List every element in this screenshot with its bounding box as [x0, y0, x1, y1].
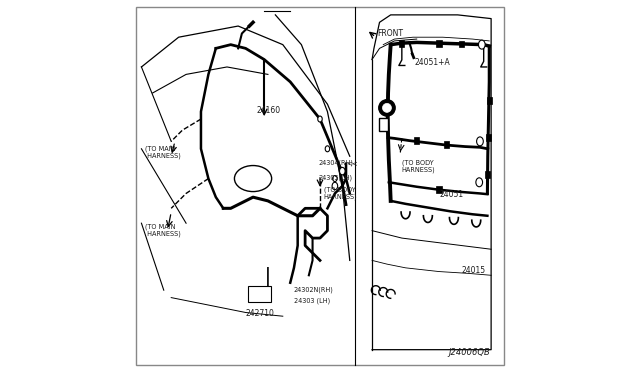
- FancyBboxPatch shape: [248, 286, 271, 302]
- Text: 24304(RH): 24304(RH): [318, 160, 353, 166]
- Bar: [459, 41, 464, 47]
- FancyBboxPatch shape: [136, 7, 504, 365]
- Bar: [414, 137, 419, 144]
- Ellipse shape: [477, 137, 483, 146]
- Text: 24160: 24160: [257, 106, 281, 115]
- Text: <<: <<: [346, 160, 358, 166]
- Text: 24051+A: 24051+A: [415, 58, 451, 67]
- Circle shape: [383, 103, 392, 112]
- Text: 24305(LH): 24305(LH): [318, 175, 352, 181]
- Circle shape: [379, 100, 395, 116]
- Text: FRONT: FRONT: [378, 29, 404, 38]
- Text: (TO MAIN
 HARNESS): (TO MAIN HARNESS): [145, 145, 181, 158]
- Ellipse shape: [333, 176, 337, 182]
- Text: 24015: 24015: [461, 266, 486, 275]
- Ellipse shape: [325, 146, 330, 152]
- Ellipse shape: [476, 178, 483, 187]
- Text: 24302N(RH): 24302N(RH): [294, 286, 333, 293]
- Ellipse shape: [234, 166, 271, 192]
- Ellipse shape: [479, 40, 485, 49]
- Bar: [485, 171, 490, 178]
- Ellipse shape: [318, 116, 322, 122]
- Bar: [436, 40, 442, 46]
- Bar: [444, 141, 449, 148]
- Text: 24303 (LH): 24303 (LH): [294, 298, 330, 304]
- Bar: [486, 134, 491, 141]
- Text: 242710: 242710: [246, 309, 275, 318]
- Text: J24006QB: J24006QB: [449, 348, 490, 357]
- FancyBboxPatch shape: [379, 118, 388, 131]
- Bar: [436, 186, 442, 193]
- Text: (TO BODY
HARNESS): (TO BODY HARNESS): [402, 160, 435, 173]
- Bar: [486, 97, 492, 104]
- Text: (TO BODY
HARNESS): (TO BODY HARNESS): [324, 186, 357, 199]
- Text: 24051: 24051: [439, 190, 463, 199]
- Ellipse shape: [340, 167, 345, 175]
- Bar: [399, 40, 404, 46]
- Ellipse shape: [332, 182, 338, 190]
- Text: (TO MAIN
 HARNESS): (TO MAIN HARNESS): [145, 223, 181, 237]
